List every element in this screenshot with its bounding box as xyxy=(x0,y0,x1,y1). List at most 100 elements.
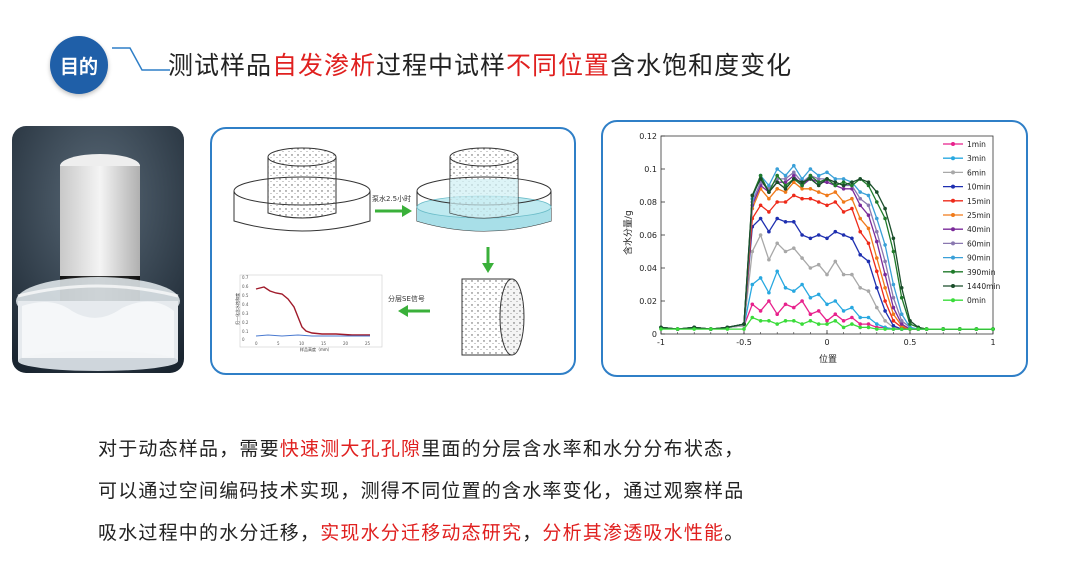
data-point xyxy=(833,190,838,194)
x-tick-label: 0 xyxy=(824,338,829,347)
data-point xyxy=(775,173,779,178)
data-point xyxy=(899,322,904,326)
data-point xyxy=(875,286,879,290)
data-point xyxy=(875,229,879,234)
data-point xyxy=(883,272,887,277)
data-point xyxy=(825,193,829,198)
legend-label: 6min xyxy=(967,168,986,177)
data-point xyxy=(908,319,912,323)
data-point xyxy=(783,180,788,184)
data-point xyxy=(758,309,763,313)
data-point xyxy=(816,173,821,178)
data-point xyxy=(767,319,771,323)
legend-label: 1440min xyxy=(967,282,1000,291)
data-point xyxy=(866,226,871,231)
data-point xyxy=(841,183,846,188)
data-point xyxy=(850,180,854,184)
text-run: 里面的分层含水率和水分分布状态， xyxy=(421,438,745,460)
data-point xyxy=(783,249,788,254)
mini-ytick: 0 xyxy=(242,337,245,342)
y-tick-label: 0 xyxy=(652,330,657,339)
data-point xyxy=(775,322,779,326)
data-point xyxy=(875,256,879,260)
text-run-accent: 实现水分迁移动态研究 xyxy=(320,522,523,544)
data-point xyxy=(775,180,779,184)
data-point xyxy=(792,193,796,198)
mini-ytick: 0.2 xyxy=(242,320,249,325)
data-point xyxy=(841,177,846,181)
data-point xyxy=(858,286,862,290)
data-point xyxy=(825,236,829,241)
data-point xyxy=(858,325,862,330)
data-point xyxy=(742,327,746,331)
text-run: ， xyxy=(522,522,543,544)
legend-marker xyxy=(951,241,955,246)
data-point xyxy=(750,193,755,198)
saturation-chart-panel: 0 0.02 0.04 0.06 0.08 0.1 0.12 -1 -0.5 0 0.5 1 1min… xyxy=(601,120,1028,377)
data-point xyxy=(825,170,829,175)
data-point xyxy=(875,190,879,194)
data-point xyxy=(816,233,821,237)
data-point xyxy=(775,187,779,191)
y-tick-label: 0.04 xyxy=(639,264,657,273)
data-point xyxy=(899,312,904,316)
data-point xyxy=(850,322,854,326)
mini-ytick: 0.1 xyxy=(242,329,249,334)
legend-label: 390min xyxy=(967,268,996,277)
title-part: 含水饱和度变化 xyxy=(610,51,793,80)
data-point xyxy=(866,180,871,184)
data-point xyxy=(816,262,821,267)
data-point xyxy=(883,299,887,303)
data-point xyxy=(792,319,796,323)
data-point xyxy=(825,272,829,277)
data-point xyxy=(858,322,862,326)
data-point xyxy=(767,196,771,201)
legend-marker xyxy=(951,213,955,217)
legend-marker xyxy=(951,227,955,232)
data-point xyxy=(850,236,854,241)
data-point xyxy=(883,243,887,247)
data-point xyxy=(891,282,896,287)
data-point xyxy=(783,302,788,307)
mini-xtick: 10 xyxy=(299,341,305,346)
paragraph-line-3: 吸水过程中的水分迁移，实现水分迁移动态研究，分析其渗透吸水性能。 xyxy=(98,512,998,554)
data-point xyxy=(866,259,871,264)
data-point xyxy=(767,229,771,234)
mini-xtick: 20 xyxy=(343,341,349,346)
data-point xyxy=(891,319,896,323)
legend-marker xyxy=(951,284,955,288)
data-point xyxy=(758,276,763,280)
data-point xyxy=(767,190,771,194)
data-point xyxy=(767,290,771,295)
process-diagram-panel: 泵水2.5小时 分层SE信号 xyxy=(210,127,576,375)
x-tick-label: -1 xyxy=(657,338,665,347)
legend-label: 15min xyxy=(967,197,991,206)
data-point xyxy=(866,213,871,217)
legend-marker xyxy=(951,198,955,203)
data-point xyxy=(883,319,887,323)
data-point xyxy=(891,249,896,254)
data-point xyxy=(841,210,846,214)
paragraph-line-1: 对于动态样品，需要快速测大孔孔隙里面的分层含水率和水分分布状态， xyxy=(98,428,998,470)
x-tick-label: 0.5 xyxy=(904,338,917,347)
data-point xyxy=(841,180,846,184)
dish-dry xyxy=(233,147,371,232)
mini-ytick: 0.5 xyxy=(242,293,249,298)
data-point xyxy=(800,177,804,181)
mini-xtick: 25 xyxy=(365,341,371,346)
data-point xyxy=(891,305,896,310)
sample-photo xyxy=(12,126,184,373)
data-point xyxy=(808,187,813,191)
y-tick-label: 0.02 xyxy=(639,297,657,306)
data-point xyxy=(783,319,788,323)
data-point xyxy=(783,177,788,181)
data-point xyxy=(775,241,779,246)
data-point xyxy=(767,299,771,303)
data-point xyxy=(825,302,829,307)
data-point xyxy=(866,183,871,188)
data-point xyxy=(808,167,813,171)
data-point xyxy=(841,309,846,313)
title-part: 测试样品 xyxy=(168,51,273,80)
y-tick-label: 0.06 xyxy=(639,231,657,240)
data-point xyxy=(792,246,796,250)
